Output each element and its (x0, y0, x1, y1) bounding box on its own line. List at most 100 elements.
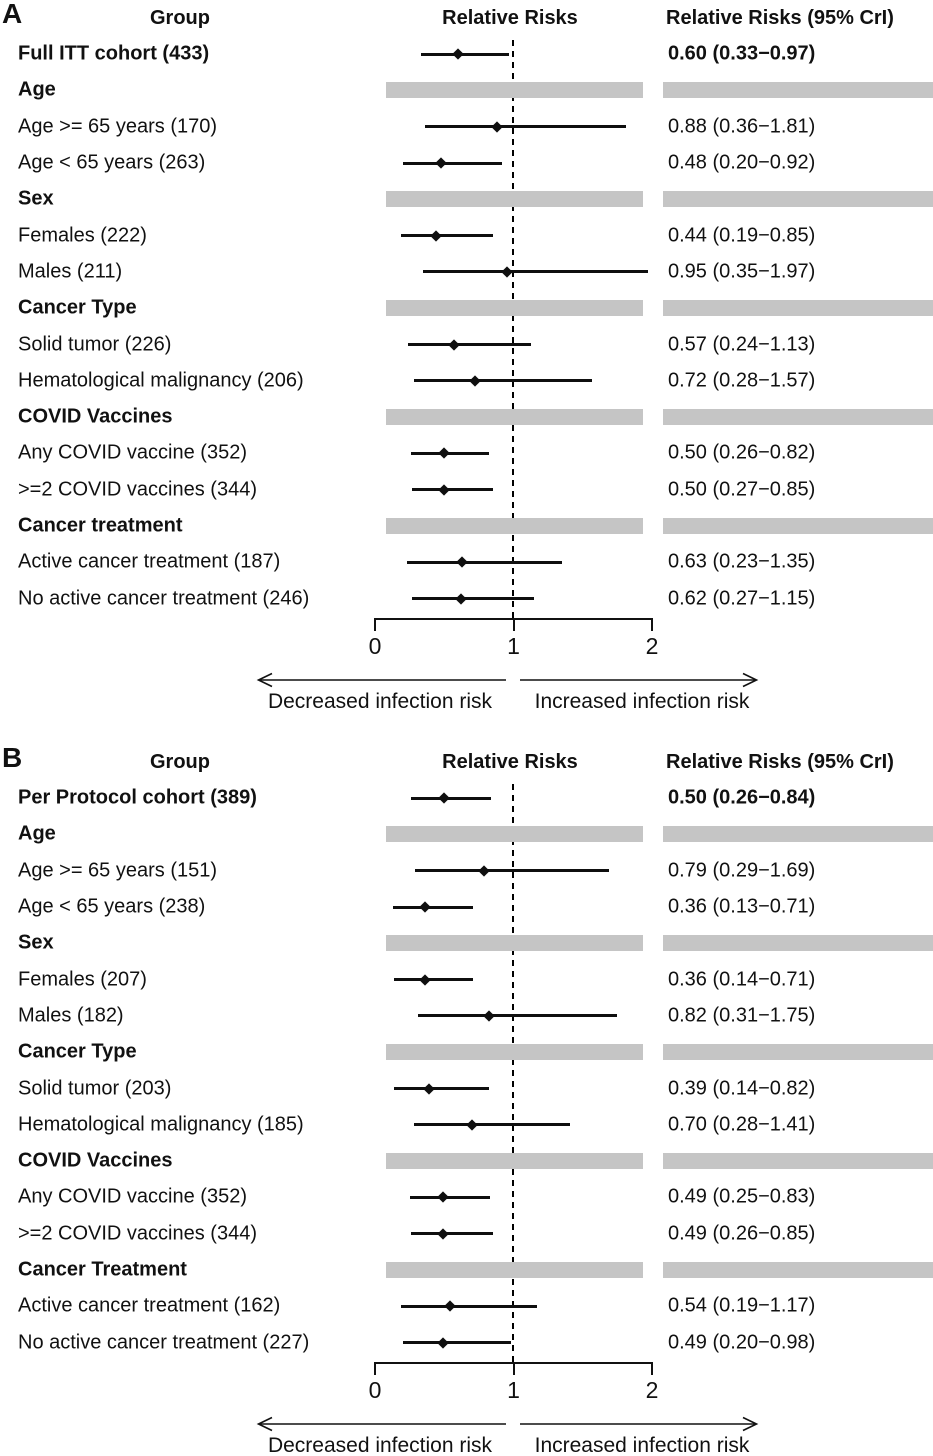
row-label: No active cancer treatment (246) (18, 587, 310, 610)
panel-a: A Group Relative Risks Relative Risks (95% … (0, 0, 933, 713)
rr-ci-value: 0.72 (0.28−1.57) (668, 369, 816, 392)
reference-line-rr-1 (512, 40, 514, 618)
data-row: No active cancer treatment (227) 0.49 (0.… (0, 1325, 933, 1361)
ci-line (412, 488, 493, 492)
rr-ci-value: 0.49 (0.20−0.98) (668, 1331, 816, 1354)
x-axis-tick (374, 1362, 376, 1375)
data-row: >=2 COVID vaccines (344) 0.50 (0.27−0.85) (0, 472, 933, 508)
summary-row: Full ITT cohort (433) 0.60 (0.33−0.97) (0, 36, 933, 72)
data-row: Active cancer treatment (162) 0.54 (0.19−… (0, 1288, 933, 1324)
rr-ci-value: 0.88 (0.36−1.81) (668, 115, 816, 138)
point-estimate-diamond (469, 375, 481, 387)
summary-row: Per Protocol cohort (389) 0.50 (0.26−0.84… (0, 780, 933, 816)
risk-direction-arrows (256, 1416, 759, 1432)
point-estimate-diamond (438, 447, 450, 460)
point-estimate-diamond (444, 1300, 456, 1312)
section-shade-bar-plot (386, 826, 643, 843)
rr-ci-value: 0.82 (0.31−1.75) (668, 1004, 816, 1027)
risk-direction-arrows (256, 672, 759, 688)
rr-ci-value: 0.50 (0.26−0.82) (668, 441, 816, 464)
column-header-relative-risks: Relative Risks (442, 7, 578, 29)
data-row: Active cancer treatment (187) 0.63 (0.23−… (0, 544, 933, 580)
panel-label: B (2, 742, 23, 773)
decreased-risk-label: Decreased infection risk (267, 1434, 493, 1456)
section-shade-bar-values (663, 518, 933, 535)
rr-ci-value: 0.95 (0.35−1.97) (668, 260, 816, 283)
rr-ci-value: 0.44 (0.19−0.85) (668, 224, 816, 247)
row-label: Full ITT cohort (433) (18, 42, 210, 65)
row-label: Solid tumor (226) (18, 333, 172, 356)
section-shade-bar-values (663, 935, 933, 952)
row-label: Age < 65 years (238) (18, 895, 206, 918)
data-row: Solid tumor (226) 0.57 (0.24−1.13) (0, 326, 933, 362)
point-estimate-diamond (455, 592, 467, 605)
point-estimate-diamond (452, 48, 464, 60)
row-label: Females (222) (18, 224, 147, 247)
row-label: Cancer Type (18, 296, 137, 319)
point-estimate-diamond (430, 229, 442, 242)
row-label: Males (211) (18, 260, 123, 283)
column-header-group: Group (150, 7, 210, 29)
row-label: Age (18, 822, 56, 845)
ci-line (413, 379, 593, 383)
x-axis-tick (374, 618, 376, 631)
ci-line (424, 125, 626, 129)
row-label: Hematological malignancy (185) (18, 1113, 304, 1136)
section-shade-bar-plot (386, 518, 643, 535)
data-row: Age < 65 years (263) 0.48 (0.20−0.92) (0, 145, 933, 181)
row-label: Active cancer treatment (162) (18, 1294, 281, 1317)
row-label: Age >= 65 years (170) (18, 115, 218, 138)
ci-line (417, 1014, 618, 1018)
rr-ci-value: 0.57 (0.24−1.13) (668, 333, 816, 356)
column-header-relative-risks: Relative Risks (442, 751, 578, 773)
data-row: Females (207) 0.36 (0.14−0.71) (0, 962, 933, 998)
rr-ci-value: 0.54 (0.19−1.17) (668, 1294, 816, 1317)
section-shade-bar-values (663, 1262, 933, 1279)
section-row: Cancer Type (0, 290, 933, 326)
left-arrow-icon (256, 672, 506, 688)
point-estimate-diamond (448, 338, 460, 351)
row-label: Age >= 65 years (151) (18, 859, 218, 882)
right-arrow-icon (520, 672, 759, 688)
ci-line (394, 978, 474, 982)
rr-ci-value: 0.63 (0.23−1.35) (668, 550, 816, 573)
rr-ci-value: 0.62 (0.27−1.15) (668, 587, 816, 610)
point-estimate-diamond (437, 1336, 449, 1349)
section-row: Sex (0, 181, 933, 217)
point-estimate-diamond (500, 266, 513, 278)
section-row: Cancer treatment (0, 508, 933, 544)
section-row: Sex (0, 925, 933, 961)
ci-line (401, 234, 493, 238)
increased-risk-label: Increased infection risk (534, 690, 750, 713)
section-row: Cancer Type (0, 1034, 933, 1070)
section-shade-bar-plot (386, 1153, 643, 1170)
column-header-group: Group (150, 751, 210, 773)
ci-line (420, 52, 510, 56)
row-label: Males (182) (18, 1004, 124, 1027)
section-shade-bar-values (663, 409, 933, 426)
section-row: Age (0, 816, 933, 852)
rr-ci-value: 0.50 (0.27−0.85) (668, 478, 816, 501)
row-label: Solid tumor (203) (18, 1077, 172, 1100)
ci-line (415, 869, 610, 873)
panel-b: B Group Relative Risks Relative Risks (95% … (0, 744, 933, 1456)
x-axis-tick (512, 1362, 515, 1375)
row-label: Sex (18, 931, 54, 954)
ci-line (406, 560, 562, 564)
section-shade-bar-plot (386, 82, 643, 99)
section-shade-bar-plot (386, 300, 643, 317)
section-row: Cancer Treatment (0, 1252, 933, 1288)
row-label: Hematological malignancy (206) (18, 369, 304, 392)
x-axis-tick-label: 1 (507, 633, 520, 659)
right-arrow-icon (520, 1416, 759, 1432)
row-label: Age (18, 78, 56, 101)
data-row: Males (211) 0.95 (0.35−1.97) (0, 254, 933, 290)
rr-ci-value: 0.39 (0.14−0.82) (668, 1077, 816, 1100)
ci-line (411, 796, 492, 800)
ci-line (402, 161, 503, 165)
rr-ci-value: 0.49 (0.25−0.83) (668, 1185, 816, 1208)
ci-line (411, 451, 489, 455)
rr-ci-value: 0.48 (0.20−0.92) (668, 151, 816, 174)
section-shade-bar-values (663, 82, 933, 99)
data-row: Males (182) 0.82 (0.31−1.75) (0, 998, 933, 1034)
